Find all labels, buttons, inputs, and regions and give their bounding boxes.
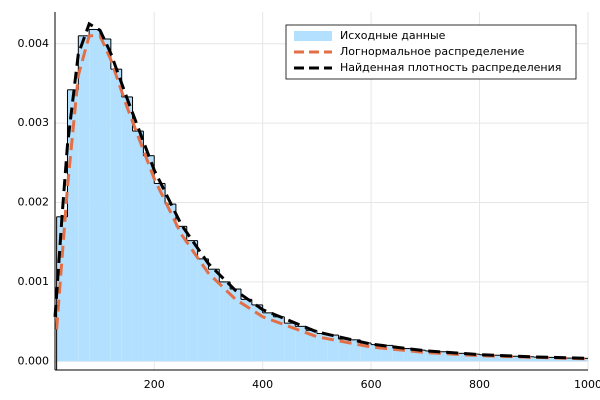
legend-label: Найденная плотность распределения [340, 61, 561, 74]
histogram-bar [522, 356, 534, 362]
histogram-bar [392, 347, 404, 362]
histogram-bar [316, 333, 328, 362]
density-line [55, 34, 589, 361]
histogram-bar [78, 35, 90, 362]
y-tick-label: 0.003 [18, 116, 50, 129]
y-tick-label: 0.000 [18, 354, 50, 367]
histogram-bar [512, 356, 523, 362]
legend-label: Исходные данные [340, 29, 446, 42]
x-tick-label: 1000 [574, 378, 600, 391]
histogram-bar [566, 358, 578, 362]
histogram-bar [338, 339, 350, 362]
y-tick-label: 0.002 [18, 196, 50, 209]
histogram-bar [230, 289, 241, 362]
histogram-bar [490, 355, 502, 362]
histogram-bar [186, 240, 198, 362]
histogram-bar [501, 355, 513, 362]
legend-label: Логнормальное распределение [340, 45, 525, 58]
histogram-bar [143, 155, 155, 362]
histogram-bar [262, 312, 274, 362]
legend-swatch [294, 31, 332, 41]
y-tick-label: 0.004 [18, 37, 50, 50]
histogram-bar [56, 216, 68, 362]
histogram-bar [165, 204, 176, 362]
histogram-bar [208, 269, 220, 362]
histogram-bar [306, 330, 317, 362]
histogram-bar [284, 323, 296, 362]
histogram-bar [132, 131, 144, 362]
histogram-bar [447, 352, 458, 362]
histogram-bar [436, 351, 448, 362]
y-tick-label: 0.001 [18, 275, 50, 288]
histogram-bar [349, 339, 361, 362]
histogram-bar [110, 69, 122, 362]
histogram-bar [295, 326, 307, 362]
histogram-bar [251, 304, 263, 362]
histogram-bar [219, 281, 231, 362]
histogram-bar [371, 344, 382, 362]
histogram-bar [544, 357, 556, 362]
x-tick-label: 600 [361, 378, 382, 391]
histogram-bar [425, 350, 437, 362]
histogram-bar [533, 357, 545, 362]
histogram-bar [89, 29, 101, 362]
density-line [53, 21, 589, 360]
histogram-bar [403, 348, 415, 362]
histogram-bar [457, 353, 469, 362]
histogram-bar [154, 183, 166, 362]
x-tick-label: 200 [144, 378, 165, 391]
histogram-bar [121, 96, 133, 362]
x-tick-label: 400 [252, 378, 273, 391]
histogram-bar [360, 343, 372, 362]
histogram-bar [381, 345, 393, 362]
histogram-bar [175, 226, 187, 362]
histogram-bar [414, 350, 426, 362]
legend-box [285, 24, 577, 80]
histogram-bar [240, 299, 252, 362]
histogram-bar [67, 89, 79, 362]
histogram-bar [327, 335, 339, 362]
histogram-bar [468, 354, 480, 362]
histogram-bar [100, 38, 111, 362]
histogram-bar [479, 354, 491, 362]
x-tick-label: 800 [469, 378, 490, 391]
histogram-bar [273, 316, 285, 362]
histogram-bar [197, 258, 209, 362]
